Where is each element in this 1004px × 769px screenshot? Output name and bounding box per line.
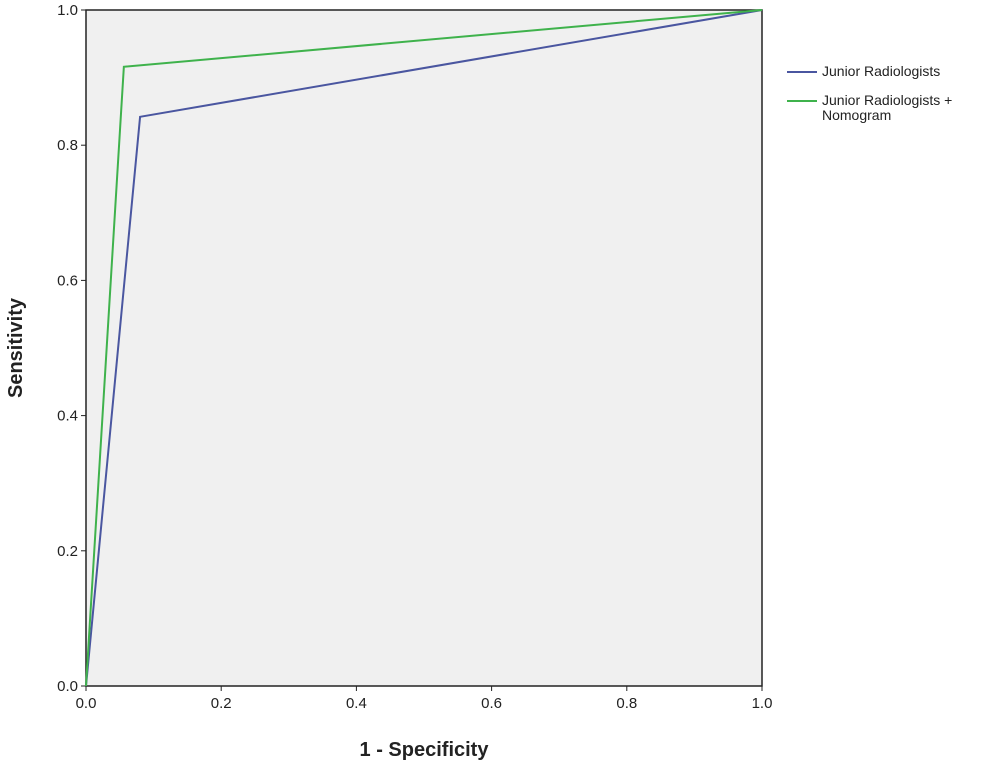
legend-label: Junior Radiologists xyxy=(822,63,941,79)
y-tick-label: 0.4 xyxy=(57,408,78,425)
x-tick-label: 0.8 xyxy=(616,695,637,712)
x-tick-label: 0.6 xyxy=(481,695,502,712)
x-tick-label: 0.0 xyxy=(76,695,97,712)
x-axis-label: 1 - Specificity xyxy=(360,739,490,761)
x-tick-label: 1.0 xyxy=(752,695,773,712)
x-tick-label: 0.2 xyxy=(211,695,232,712)
plot-area xyxy=(85,9,763,687)
legend-label: Junior Radiologists + Nomogram xyxy=(822,92,953,123)
y-tick-label: 0.2 xyxy=(57,543,78,560)
y-tick-label: 1.0 xyxy=(57,2,78,19)
x-tick-label: 0.4 xyxy=(346,695,367,712)
line xyxy=(85,9,763,687)
y-axis-label: Sensitivity xyxy=(5,297,27,398)
line xyxy=(85,9,763,687)
y-tick-label: 0.8 xyxy=(57,137,78,154)
y-tick-label: 0.6 xyxy=(57,272,78,289)
y-tick-label: 0.0 xyxy=(57,678,78,695)
